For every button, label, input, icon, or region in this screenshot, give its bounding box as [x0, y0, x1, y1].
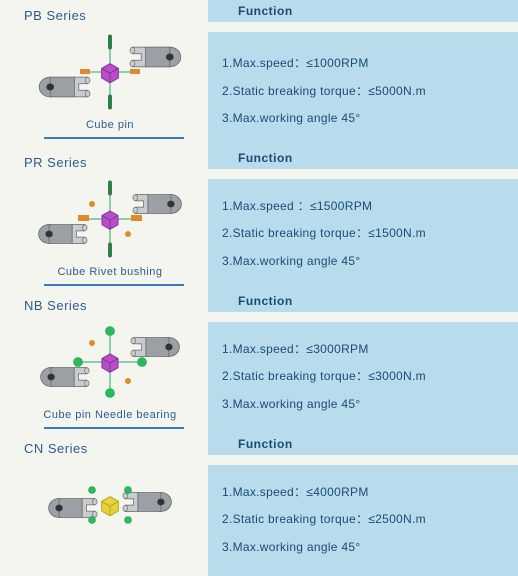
exploded-diagram: [30, 27, 190, 117]
spec-line: 3.Max.working angle 45°: [222, 391, 510, 419]
function-specs: 1.Max.speed ：≤1500RPM2.Static breaking t…: [208, 179, 518, 290]
function-specs: 1.Max.speed：≤1000RPM2.Static breaking to…: [208, 32, 518, 147]
spec-line: 3.Max.working angle 45°: [222, 534, 510, 562]
series-row: PR Series Cube Rivet bushing Function 1.…: [0, 147, 518, 290]
divider: [44, 284, 184, 286]
left-column: NB Series Cube pin Needle bearing: [0, 290, 208, 433]
right-column: Function 1.Max.speed ：≤1500RPM2.Static b…: [208, 147, 518, 290]
function-header: Function: [208, 290, 518, 312]
spec-line: 1.Max.speed ：≤1500RPM: [222, 193, 510, 221]
diagram-caption: Cube Rivet bushing: [24, 266, 196, 278]
exploded-diagram: [30, 174, 190, 264]
spec-line: 1.Max.speed：≤1000RPM: [222, 50, 510, 78]
left-column: PR Series Cube Rivet bushing: [0, 147, 208, 290]
series-title: PB Series: [24, 8, 196, 23]
divider: [44, 427, 184, 429]
series-row: PB Series Cube pin Function 1.Max.speed：…: [0, 0, 518, 147]
spec-line: 2.Static breaking torque：≤3000N.m: [222, 363, 510, 391]
exploded-diagram: [30, 460, 190, 550]
spec-line: 1.Max.speed：≤4000RPM: [222, 479, 510, 507]
spec-line: 2.Static breaking torque：≤1500N.m: [222, 220, 510, 248]
spec-line: 1.Max.speed：≤3000RPM: [222, 336, 510, 364]
diagram-caption: Cube pin Needle bearing: [24, 409, 196, 421]
right-column: Function 1.Max.speed：≤3000RPM2.Static br…: [208, 290, 518, 433]
function-header: Function: [208, 0, 518, 22]
function-specs: 1.Max.speed：≤3000RPM2.Static breaking to…: [208, 322, 518, 433]
left-column: CN Series: [0, 433, 208, 576]
series-title: CN Series: [24, 441, 196, 456]
right-column: Function 1.Max.speed：≤1000RPM2.Static br…: [208, 0, 518, 147]
diagram-caption: Cube pin: [24, 119, 196, 131]
spec-line: 3.Max.working angle 45°: [222, 105, 510, 133]
exploded-diagram: [30, 317, 190, 407]
series-row: NB Series Cube pin Needle bearing Functi…: [0, 290, 518, 433]
right-column: Function 1.Max.speed：≤4000RPM2.Static br…: [208, 433, 518, 576]
function-specs: 1.Max.speed：≤4000RPM2.Static breaking to…: [208, 465, 518, 576]
function-header: Function: [208, 147, 518, 169]
spec-line: 2.Static breaking torque：≤5000N.m: [222, 78, 510, 106]
divider: [44, 137, 184, 139]
series-row: CN Series Function 1.Max.speed：≤4000RPM2…: [0, 433, 518, 576]
spec-line: 2.Static breaking torque：≤2500N.m: [222, 506, 510, 534]
series-title: PR Series: [24, 155, 196, 170]
series-title: NB Series: [24, 298, 196, 313]
spec-line: 3.Max.working angle 45°: [222, 248, 510, 276]
function-header: Function: [208, 433, 518, 455]
left-column: PB Series Cube pin: [0, 0, 208, 147]
